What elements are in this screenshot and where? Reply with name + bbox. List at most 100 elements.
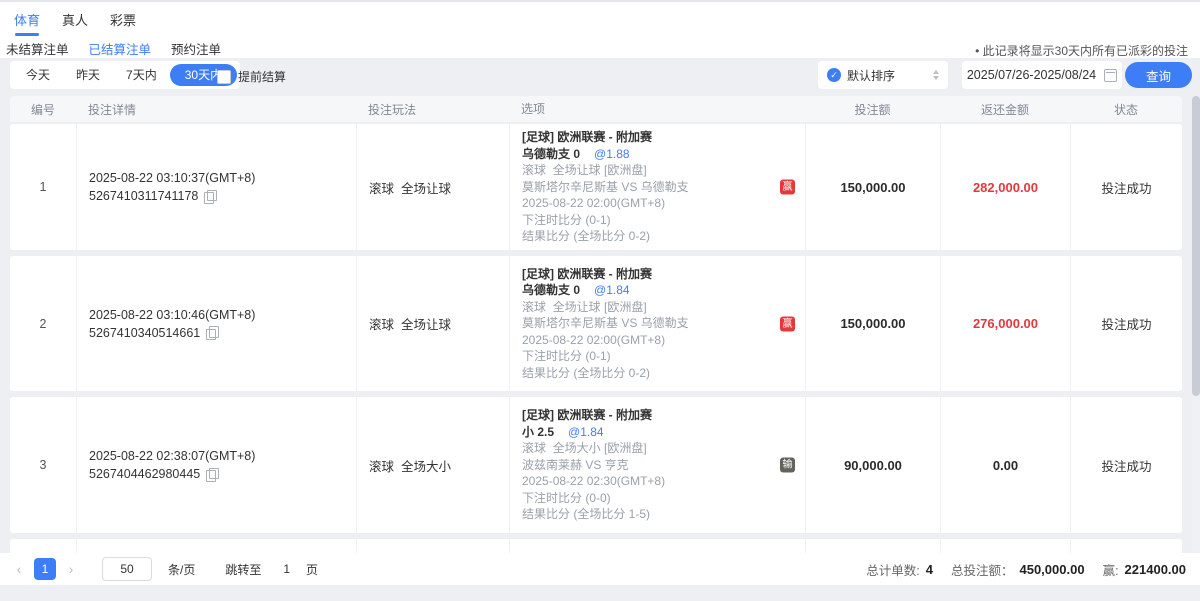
option-score-at-bet: 下注时比分 (0-0) [522,490,611,505]
option-league: [足球] 欧洲联赛 - 附加赛 [522,130,652,145]
option-cell: [足球] 欧洲联赛 - 附加赛 乌德勒支 0 @1.84 滚球 全场让球 [欧洲… [509,256,805,391]
option-cell: [足球] 欧洲联赛 - 附加赛 乌德勒支 0 @1.88 滚球 全场让球 [欧洲… [509,124,805,250]
win-label: 赢: [1102,563,1119,578]
copy-icon[interactable] [206,326,220,340]
bet-id-line: 5267404462980445 [89,467,356,482]
return-amount-cell: 0.00 [940,397,1070,533]
tab-lottery[interactable]: 彩票 [110,13,137,28]
option-pick: 乌德勒支 0 [522,146,581,161]
status-text: 投注成功 [1101,181,1152,196]
filter-yesterday-button[interactable]: 昨天 [76,68,101,82]
option-league: [足球] 欧洲联赛 - 附加赛 [522,266,652,281]
option-pick: 小 2.5 [522,424,555,439]
bet-time: 2025-08-22 03:10:46(GMT+8) [89,307,256,322]
date-quick-filters: 今天 昨天 7天内 30天内 [10,61,241,89]
play-type: 滚球 全场让球 [369,181,451,196]
option-odds: @1.84 [594,283,630,298]
calendar-icon [1104,68,1118,82]
early-settle-label: 提前结算 [238,70,287,84]
filter-today-button[interactable]: 今天 [26,68,51,82]
footer-bar: ‹ 1 › 条/页 跳转至 1 页 总计单数: 4 总投注额： 450,000.… [0,553,1200,585]
per-page-label: 条/页 [168,562,196,577]
table-row: 2 2025-08-22 03:10:46(GMT+8) 52674103405… [10,256,1182,391]
header-option: 选项 [521,101,546,116]
header-play-type: 投注玩法 [368,102,417,117]
header-return-amount: 返还金额 [980,102,1029,117]
bet-id-line: 5267410340514661 [89,326,356,340]
option-match: 莫斯塔尔辛尼斯基 VS 乌德勒支 [522,316,689,331]
play-type-cell: 滚球 全场让球 [356,256,509,391]
date-range-picker[interactable]: 2025/07/26-2025/08/24 [962,61,1122,89]
option-match-time: 2025-08-22 02:00(GMT+8) [522,332,666,347]
bet-order-id: 5267404462980445 [89,467,201,481]
status-cell: 投注成功 [1070,124,1182,250]
option-odds: @1.88 [594,146,630,161]
check-circle-icon: ✓ [827,68,841,82]
status-cell: 投注成功 [1070,397,1182,533]
total-bet-value: 450,000.00 [1019,561,1085,577]
sort-select[interactable]: ✓ 默认排序 [818,61,948,89]
page-1-button[interactable]: 1 [34,558,56,580]
play-type: 滚球 全场让球 [369,318,451,332]
option-match: 莫斯塔尔辛尼斯基 VS 乌德勒支 [522,179,689,194]
tab-unsettled-bets[interactable]: 未结算注单 [6,43,69,57]
sub-tabs: 未结算注单 已结算注单 预约注单 [6,39,221,64]
bet-amount: 150,000.00 [840,179,906,195]
page-size-input[interactable] [102,557,152,581]
table-row: 3 2025-08-22 02:38:07(GMT+8) 52674044629… [10,397,1182,533]
tab-settled-bets[interactable]: 已结算注单 [89,39,152,64]
return-amount-cell: 276,000.00 [940,256,1070,391]
bet-time: 2025-08-22 03:10:37(GMT+8) [89,171,256,185]
bet-time: 2025-08-22 02:38:07(GMT+8) [89,449,256,463]
tab-sports[interactable]: 体育 [14,10,40,36]
filter-7days-button[interactable]: 7天内 [126,68,157,82]
pagination: ‹ 1 › 条/页 跳转至 1 页 [12,557,318,581]
main-tabs: 体育 真人 彩票 [14,10,136,36]
bet-amount-cell: 150,000.00 [805,256,940,391]
result-badge: 赢 [780,316,795,331]
next-page-button[interactable]: › [68,561,74,577]
tab-reserved-bets[interactable]: 预约注单 [171,43,222,57]
option-market: 滚球 全场让球 [欧洲盘] [522,163,647,178]
tab-live[interactable]: 真人 [62,13,89,28]
option-pick: 乌德勒支 0 [522,283,581,298]
prev-page-button[interactable]: ‹ [16,561,22,577]
sort-selected-value: 默认排序 [847,68,896,83]
copy-icon[interactable] [206,467,220,482]
partial-row [10,539,1182,553]
result-badge: 赢 [780,179,795,195]
option-result-score: 结果比分 (全场比分 1-5) [522,507,651,522]
query-button[interactable]: 查询 [1125,62,1192,88]
bet-id-line: 5267410311741178 [89,189,356,204]
play-type-cell: 滚球 全场大小 [356,397,509,533]
return-amount-cell: 282,000.00 [940,124,1070,250]
option-match: 波兹南莱赫 VS 亨克 [522,457,629,472]
bet-order-id: 5267410340514661 [89,325,201,340]
option-market: 滚球 全场让球 [欧洲盘] [522,299,647,314]
copy-icon[interactable] [204,189,218,204]
page-unit-label: 页 [306,562,319,577]
jump-to-label: 跳转至 [225,562,262,577]
scrollbar-thumb[interactable] [1192,96,1200,396]
option-pick-line: 乌德勒支 0 @1.84 [522,282,805,299]
win-value: 221400.00 [1124,561,1186,577]
option-pick-line: 乌德勒支 0 @1.88 [522,146,805,163]
option-score-at-bet: 下注时比分 (0-1) [522,212,611,227]
total-count-label: 总计单数: [866,563,920,578]
bet-amount-cell: 150,000.00 [805,124,940,250]
filter-bar: 今天 昨天 7天内 30天内 提前结算 ✓ 默认排序 2025/07/26-20… [0,58,1200,92]
header-status: 状态 [1113,102,1138,117]
sorter-caret-icon [933,70,939,80]
return-amount: 282,000.00 [972,179,1039,195]
result-badge: 输 [780,457,795,473]
record-note: • 此记录将显示30天内所有已派彩的投注 [975,44,1188,58]
row-number-cell: 1 [10,124,76,250]
bet-amount: 90,000.00 [844,457,902,473]
early-settle-checkbox[interactable] [217,69,231,84]
jump-page-value[interactable]: 1 [283,562,291,576]
bet-details-cell: 2025-08-22 03:10:37(GMT+8) 5267410311741… [76,124,356,250]
option-score-at-bet: 下注时比分 (0-1) [522,349,611,364]
total-count-value: 4 [925,561,933,577]
header-bet-details: 投注详情 [88,102,137,117]
summary: 总计单数: 4 总投注额： 450,000.00 赢: 221400.00 [854,553,1186,585]
